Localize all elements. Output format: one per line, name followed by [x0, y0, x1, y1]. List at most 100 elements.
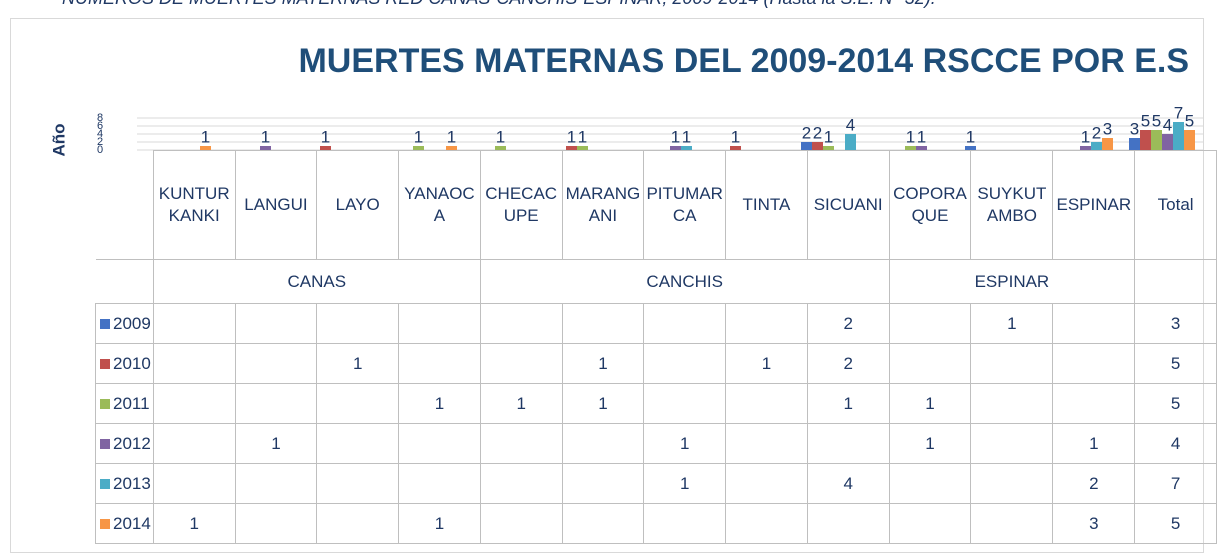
data-label: 1: [567, 127, 576, 146]
data-label: 1: [731, 127, 740, 146]
group-label: ESPINAR: [888, 259, 1136, 304]
table-value: 1: [234, 423, 318, 464]
bar: [413, 146, 424, 150]
table-value: 1: [888, 423, 972, 464]
bar: [905, 146, 916, 150]
legend-key: [100, 478, 110, 489]
table-value: 3: [1134, 303, 1217, 344]
data-label: 1: [671, 127, 680, 146]
bar: [1080, 146, 1091, 150]
legend-key: [100, 318, 110, 329]
bar: [670, 146, 681, 150]
table-value: [152, 423, 236, 464]
table-value: 1: [970, 303, 1054, 344]
table-value: 1: [806, 383, 890, 424]
data-label: 4: [1163, 115, 1172, 134]
data-label: 2: [813, 123, 822, 142]
table-value: 1: [1052, 423, 1136, 464]
table-value: [725, 383, 808, 424]
data-label: 3: [1103, 119, 1112, 138]
series-row: 2010 1 1 1 2 5: [95, 343, 1217, 384]
table-value: [234, 343, 318, 384]
bar: [916, 146, 927, 150]
legend-key: [100, 398, 110, 409]
data-label: 1: [578, 127, 587, 146]
bar: [1102, 138, 1113, 150]
table-value: 1: [643, 463, 727, 504]
table-value: [479, 463, 563, 504]
table-value: 1: [561, 383, 645, 424]
category-label: MARANGANI: [561, 150, 645, 260]
legend-cell: 2012: [95, 423, 154, 464]
y-tick-label: 4: [97, 128, 103, 140]
bar: [823, 146, 834, 150]
data-label: 1: [1081, 127, 1090, 146]
bar: [577, 146, 588, 150]
table-value: [234, 383, 318, 424]
category-label: COPORAQUE: [888, 150, 972, 260]
table-value: 4: [806, 463, 890, 504]
table-value: 2: [806, 343, 890, 384]
legend-cell: 2013: [95, 463, 154, 504]
table-value: [561, 423, 645, 464]
series-row: 2011 1 1 1 1 1 5: [95, 383, 1217, 424]
table-value: [1052, 303, 1136, 344]
table-value: [152, 303, 236, 344]
table-value: [152, 463, 236, 504]
data-label: 5: [1141, 111, 1150, 130]
table-value: [888, 463, 972, 504]
table-value: [398, 303, 481, 344]
category-label: TINTA: [725, 150, 808, 260]
table-value: [316, 303, 400, 344]
table-value: 4: [1134, 423, 1217, 464]
table-value: [398, 343, 481, 384]
y-tick-label: 2: [97, 136, 103, 148]
table-value: [152, 343, 236, 384]
table-value: [479, 423, 563, 464]
table-value: 7: [1134, 463, 1217, 504]
category-label: LANGUI: [234, 150, 318, 260]
table-value: [888, 503, 972, 544]
bar: [1173, 122, 1184, 150]
category-label: SICUANI: [806, 150, 890, 260]
data-label: 1: [201, 127, 210, 146]
bar: [320, 146, 331, 150]
header-row: KUNTURKANKI LANGUI LAYO YANAOCA CHECACUPE MAR…: [95, 150, 1217, 260]
data-label: 1: [824, 127, 833, 146]
table-value: [643, 303, 727, 344]
data-label: 1: [261, 127, 270, 146]
table-value: [561, 463, 645, 504]
table-value: [316, 463, 400, 504]
table-value: 5: [1134, 383, 1217, 424]
table-value: 1: [643, 423, 727, 464]
legend-cell: 2009: [95, 303, 154, 344]
series-row: 2013 1 4 2 7: [95, 463, 1217, 504]
data-label: 5: [1152, 111, 1161, 130]
table-value: [643, 343, 727, 384]
bar: [1162, 134, 1173, 150]
bar: [1129, 138, 1140, 150]
bar: [260, 146, 271, 150]
bar: [566, 146, 577, 150]
table-value: [234, 463, 318, 504]
table-value: 1: [888, 383, 972, 424]
table-value: [643, 503, 727, 544]
y-tick-label: 6: [97, 120, 103, 132]
bar: [812, 142, 823, 150]
bar: [1184, 130, 1195, 150]
table-value: [970, 463, 1054, 504]
bar: [1151, 130, 1162, 150]
legend-cell: 2014: [95, 503, 154, 544]
table-value: [970, 343, 1054, 384]
bar: [730, 146, 741, 150]
legend-label: 2014: [113, 513, 151, 533]
legend-label: 2009: [113, 313, 151, 333]
group-label: CANAS: [152, 259, 481, 304]
table-value: [152, 383, 236, 424]
data-label: 7: [1174, 103, 1183, 122]
table-value: [479, 343, 563, 384]
legend-label: 2010: [113, 353, 151, 373]
data-label: 2: [1092, 123, 1101, 142]
category-label: Total: [1134, 150, 1217, 260]
